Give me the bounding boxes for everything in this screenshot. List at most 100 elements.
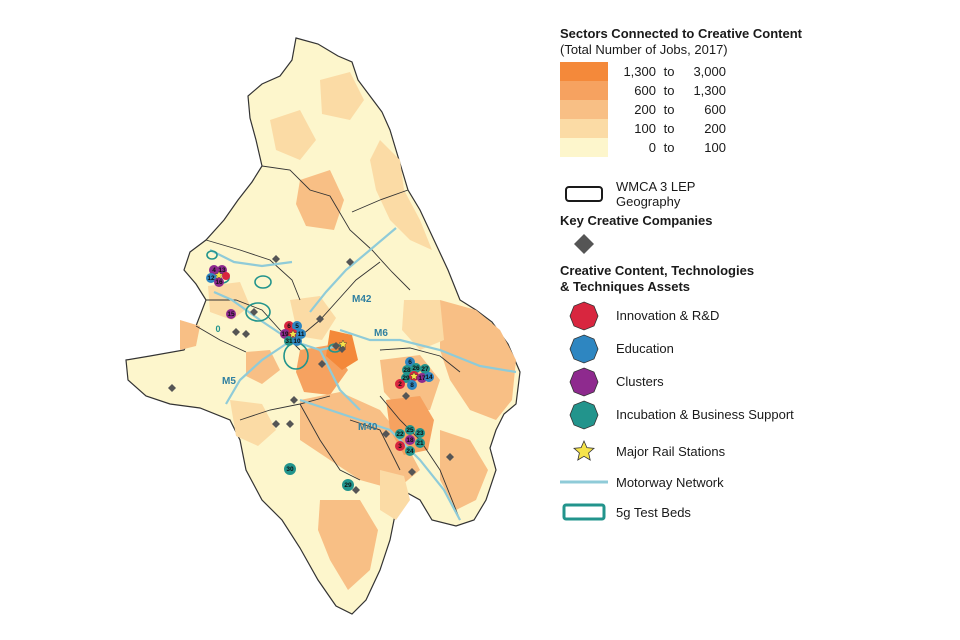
asset-number: 17 [418, 375, 426, 382]
asset-number: 3 [398, 443, 402, 450]
rail-station-icon [288, 329, 298, 338]
asset-number: 11 [298, 331, 305, 338]
asset-number: 30 [286, 466, 294, 473]
asset-number: 4 [212, 267, 216, 274]
asset-number: 24 [406, 448, 414, 455]
ramp-from: 600 [634, 83, 656, 98]
asset-number: 28 [403, 367, 411, 374]
legend-asset-row: Education [560, 332, 950, 365]
boundary-label-2: Geography [616, 194, 681, 209]
testbed-label: 5g Test Beds [616, 504, 691, 520]
innovation-marker-icon [569, 301, 599, 330]
legend-asset-row: Innovation & R&D [560, 299, 950, 332]
asset-number: 29 [344, 482, 352, 489]
ramp-to: 1,300 [693, 83, 726, 98]
ramp-swatch [560, 119, 608, 138]
asset-number: 26 [412, 365, 420, 372]
asset-number: 13 [218, 267, 226, 274]
asset-number: 5 [295, 323, 299, 330]
asset-number: 6 [287, 323, 291, 330]
ramp-from: 100 [634, 121, 656, 136]
rail-station-icon [338, 339, 348, 348]
legend-asset-row: Clusters [560, 365, 950, 398]
asset-number: 0 [215, 324, 220, 334]
ramp-to: 3,000 [693, 64, 726, 79]
choropleth-ramp: 1,300 to 3,000 600 to 1,300 200 to 600 100 to 20… [560, 62, 950, 157]
clusters-marker-icon [569, 367, 599, 396]
motorway-line-icon [560, 480, 608, 484]
asset-number: 14 [425, 374, 433, 381]
motorway-label-m42: M42 [352, 294, 372, 305]
asset-number: 27 [421, 366, 429, 373]
key-creative-companies [168, 255, 454, 494]
asset-label: Clusters [616, 374, 664, 389]
legend-subtitle: (Total Number of Jobs, 2017) [560, 42, 728, 57]
map-legend: Sectors Connected to Creative Content (T… [560, 26, 950, 525]
ramp-class-4: 100 to 200 [560, 119, 950, 138]
rail-label: Major Rail Stations [616, 443, 726, 459]
ramp-class-1: 1,300 to 3,000 [560, 62, 950, 81]
ramp-to-word: to [663, 102, 675, 117]
ramp-class-2: 600 to 1,300 [560, 81, 950, 100]
ramp-to: 200 [704, 121, 726, 136]
asset-number: 22 [396, 431, 404, 438]
testbed-box-icon [562, 503, 606, 521]
ramp-swatch [560, 81, 608, 100]
ramp-swatch [560, 138, 608, 157]
assets-title-2: & Techniques Assets [560, 279, 691, 294]
asset-number: 12 [207, 275, 215, 282]
incubation-marker-icon [569, 400, 599, 429]
asset-number: 31 [285, 338, 293, 345]
legend-company-row [560, 231, 950, 257]
asset-number: 15 [227, 311, 235, 318]
legend-title: Sectors Connected to Creative Content [560, 26, 802, 41]
ramp-swatch [560, 100, 608, 119]
asset-number: 8 [410, 382, 414, 389]
ramp-from: 0 [648, 140, 656, 155]
companies-title: Key Creative Companies [560, 213, 713, 228]
boundary-label-1: WMCA 3 LEP [616, 179, 696, 194]
asset-number: 6 [408, 359, 412, 366]
legend-rail-row: Major Rail Stations [560, 437, 950, 465]
asset-number: 18 [406, 437, 414, 444]
asset-markers: 4 13 12 16 15 0 6 5 19 11 31 10 6 28 26 … [206, 265, 434, 491]
asset-number: 21 [416, 440, 424, 447]
ramp-to-word: to [663, 64, 675, 79]
education-marker-icon [569, 334, 599, 363]
legend-boundary-row: WMCA 3 LEP Geography [560, 179, 950, 209]
company-diamond-icon [574, 234, 594, 254]
major-rail-stations [214, 270, 348, 348]
asset-label: Incubation & Business Support [616, 407, 794, 422]
motorway-label: Motorway Network [616, 474, 724, 490]
legend-motorway-row: Motorway Network [560, 469, 950, 495]
ramp-class-5: 0 to 100 [560, 138, 950, 157]
asset-number: 10 [293, 338, 301, 345]
asset-number: 29 [402, 375, 410, 382]
ramp-swatch [560, 62, 608, 81]
motorway-network [209, 227, 517, 521]
asset-number: 23 [416, 430, 424, 437]
ramp-to-word: to [663, 83, 675, 98]
motorway-label-m40: M40 [358, 422, 378, 433]
ramp-to: 600 [704, 102, 726, 117]
asset-label: Education [616, 341, 674, 356]
asset-label: Innovation & R&D [616, 308, 720, 323]
asset-number: 2 [398, 381, 402, 388]
boundary-icon [565, 186, 603, 202]
rail-station-icon [214, 270, 224, 279]
ramp-to-word: to [663, 140, 675, 155]
ramp-from: 200 [634, 102, 656, 117]
ramp-to: 100 [704, 140, 726, 155]
ramp-from: 1,300 [623, 64, 656, 79]
legend-asset-row: Incubation & Business Support [560, 398, 950, 431]
motorway-label-m5: M5 [222, 376, 236, 387]
map-canvas: M42 M6 M5 M40 4 13 [125, 37, 521, 615]
ramp-class-3: 200 to 600 [560, 100, 950, 119]
legend-testbed-row: 5g Test Beds [560, 499, 950, 525]
ramp-to-word: to [663, 121, 675, 136]
asset-number: 19 [281, 331, 289, 338]
assets-title-1: Creative Content, Technologies [560, 263, 755, 278]
motorway-label-m6: M6 [374, 328, 388, 339]
asset-number: 16 [215, 279, 223, 286]
asset-number: 25 [406, 427, 414, 434]
